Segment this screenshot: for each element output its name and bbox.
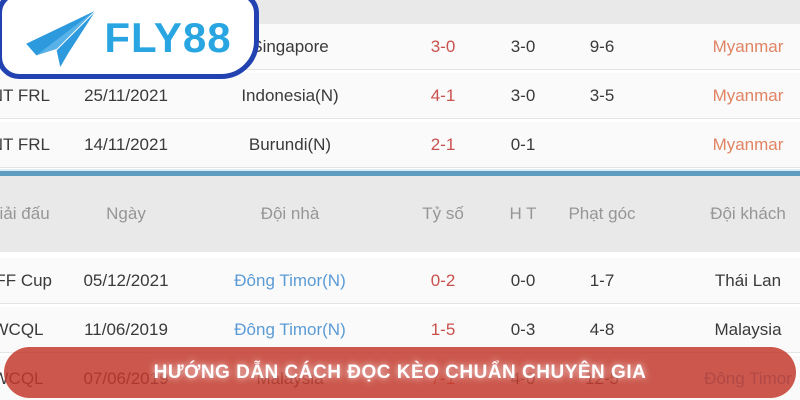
date-cell: 25/11/2021 — [84, 86, 168, 105]
tournament-cell: INT FRL — [0, 86, 50, 105]
halftime-cell: 0-1 — [510, 135, 536, 154]
score-cell: 4-1 — [430, 86, 456, 105]
header-date: Ngày — [106, 204, 146, 223]
corners-cell: 4-8 — [589, 320, 615, 339]
paper-plane-icon — [24, 0, 98, 72]
date-cell: 05/12/2021 — [83, 271, 169, 290]
table-row: AFF Cup 05/12/2021 Đông Timor(N) 0-2 0-0… — [0, 258, 800, 304]
cta-banner-text: HƯỚNG DẪN CÁCH ĐỌC KÈO CHUẨN CHUYÊN GIA — [153, 361, 647, 383]
home-team-cell: Burundi(N) — [248, 135, 332, 154]
logo-brand-text: FLY88 — [104, 14, 232, 61]
score-cell: 3-0 — [430, 37, 456, 56]
cta-banner[interactable]: HƯỚNG DẪN CÁCH ĐỌC KÈO CHUẨN CHUYÊN GIA — [4, 347, 796, 398]
header-score: Tỷ số — [422, 204, 464, 223]
home-team-cell: Đông Timor(N) — [234, 271, 346, 290]
corners-cell: 9-6 — [589, 37, 615, 56]
corners-cell: 3-5 — [589, 86, 615, 105]
tournament-cell: WCQL — [0, 320, 44, 339]
away-team-cell: Myanmar — [712, 86, 784, 105]
halftime-cell: 3-0 — [510, 37, 536, 56]
header-home-team: Đội nhà — [260, 204, 320, 223]
section-divider-line — [0, 171, 800, 176]
tournament-cell: AFF Cup — [0, 271, 53, 290]
header-away-team: Đội khách — [710, 204, 786, 223]
corners-cell: 1-7 — [589, 271, 615, 290]
header-corners: Phạt góc — [568, 204, 636, 223]
halftime-cell: 3-0 — [510, 86, 536, 105]
home-team-cell: Singapore — [251, 37, 329, 56]
home-team-cell: Indonesia(N) — [241, 86, 339, 105]
away-team-cell: Myanmar — [712, 37, 784, 56]
fly88-logo[interactable]: FLY88 — [0, 0, 259, 79]
table-header-row: Giải đấu Ngày Đội nhà Tỷ số H T Phạt góc… — [0, 176, 800, 252]
halftime-cell: 0-0 — [510, 271, 536, 290]
tournament-cell: INT FRL — [0, 135, 50, 154]
table-row: WCQL 11/06/2019 Đông Timor(N) 1-5 0-3 4-… — [0, 307, 800, 353]
halftime-cell: 0-3 — [510, 320, 536, 339]
score-cell: 2-1 — [430, 135, 456, 154]
away-team-cell: Thái Lan — [714, 271, 782, 290]
table-row: INT FRL 14/11/2021 Burundi(N) 2-1 0-1 My… — [0, 122, 800, 168]
home-team-cell: Đông Timor(N) — [234, 320, 346, 339]
away-team-cell: Malaysia — [714, 320, 782, 339]
score-cell: 1-5 — [430, 320, 456, 339]
score-cell: 0-2 — [430, 271, 456, 290]
header-halftime: H T — [509, 204, 537, 223]
date-cell: 11/06/2019 — [84, 320, 168, 339]
away-team-cell: Myanmar — [712, 135, 784, 154]
table-row: INT FRL 25/11/2021 Indonesia(N) 4-1 3-0 … — [0, 73, 800, 119]
matches-section-myanmar: Singapore 3-0 3-0 9-6 Myanmar INT FRL 25… — [0, 24, 800, 171]
header-tournament: Giải đấu — [0, 204, 50, 223]
date-cell: 14/11/2021 — [84, 135, 168, 154]
